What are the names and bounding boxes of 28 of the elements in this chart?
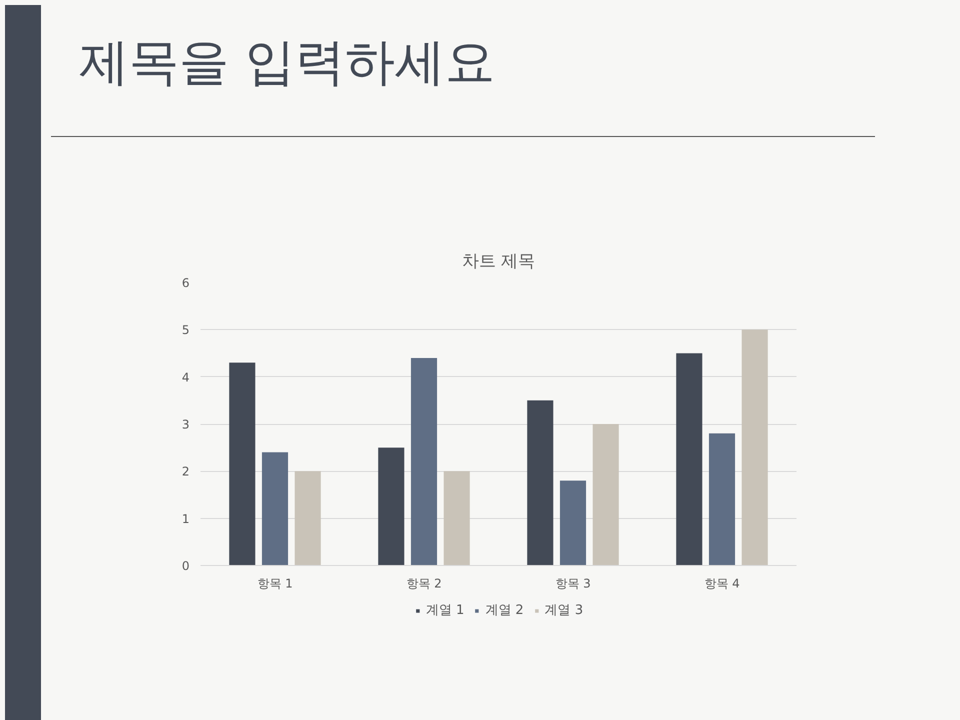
bar <box>560 480 586 566</box>
chart-subtitle: 차트 제목 <box>462 252 536 272</box>
legend-label: 계열 2 <box>485 602 524 619</box>
bar <box>742 330 768 566</box>
y-tick-label: 0 <box>182 559 190 573</box>
x-tick-label: 항목 1 <box>257 576 293 590</box>
y-tick-label: 3 <box>182 418 190 432</box>
bar <box>527 400 554 566</box>
x-tick-label: 항목 4 <box>704 576 740 590</box>
bar <box>410 358 438 566</box>
chart-title: 제목을 입력하세요 <box>79 32 495 93</box>
bar <box>592 424 619 566</box>
bar <box>378 448 404 566</box>
y-tick-label: 1 <box>182 512 190 526</box>
x-tick-label: 항목 3 <box>555 576 591 590</box>
legend-label: 계열 1 <box>426 602 464 619</box>
bar <box>262 452 288 566</box>
y-tick-label: 2 <box>182 464 190 479</box>
y-tick-label: 4 <box>182 370 190 384</box>
bar <box>444 471 470 566</box>
x-tick-label: 항목 2 <box>406 576 442 590</box>
y-tick-label: 5 <box>182 323 190 338</box>
y-tick-label: 6 <box>182 276 190 290</box>
legend-label: 계열 3 <box>544 602 584 619</box>
bar <box>229 362 256 566</box>
bar <box>294 471 321 566</box>
bar <box>676 353 702 566</box>
bar <box>708 433 736 566</box>
